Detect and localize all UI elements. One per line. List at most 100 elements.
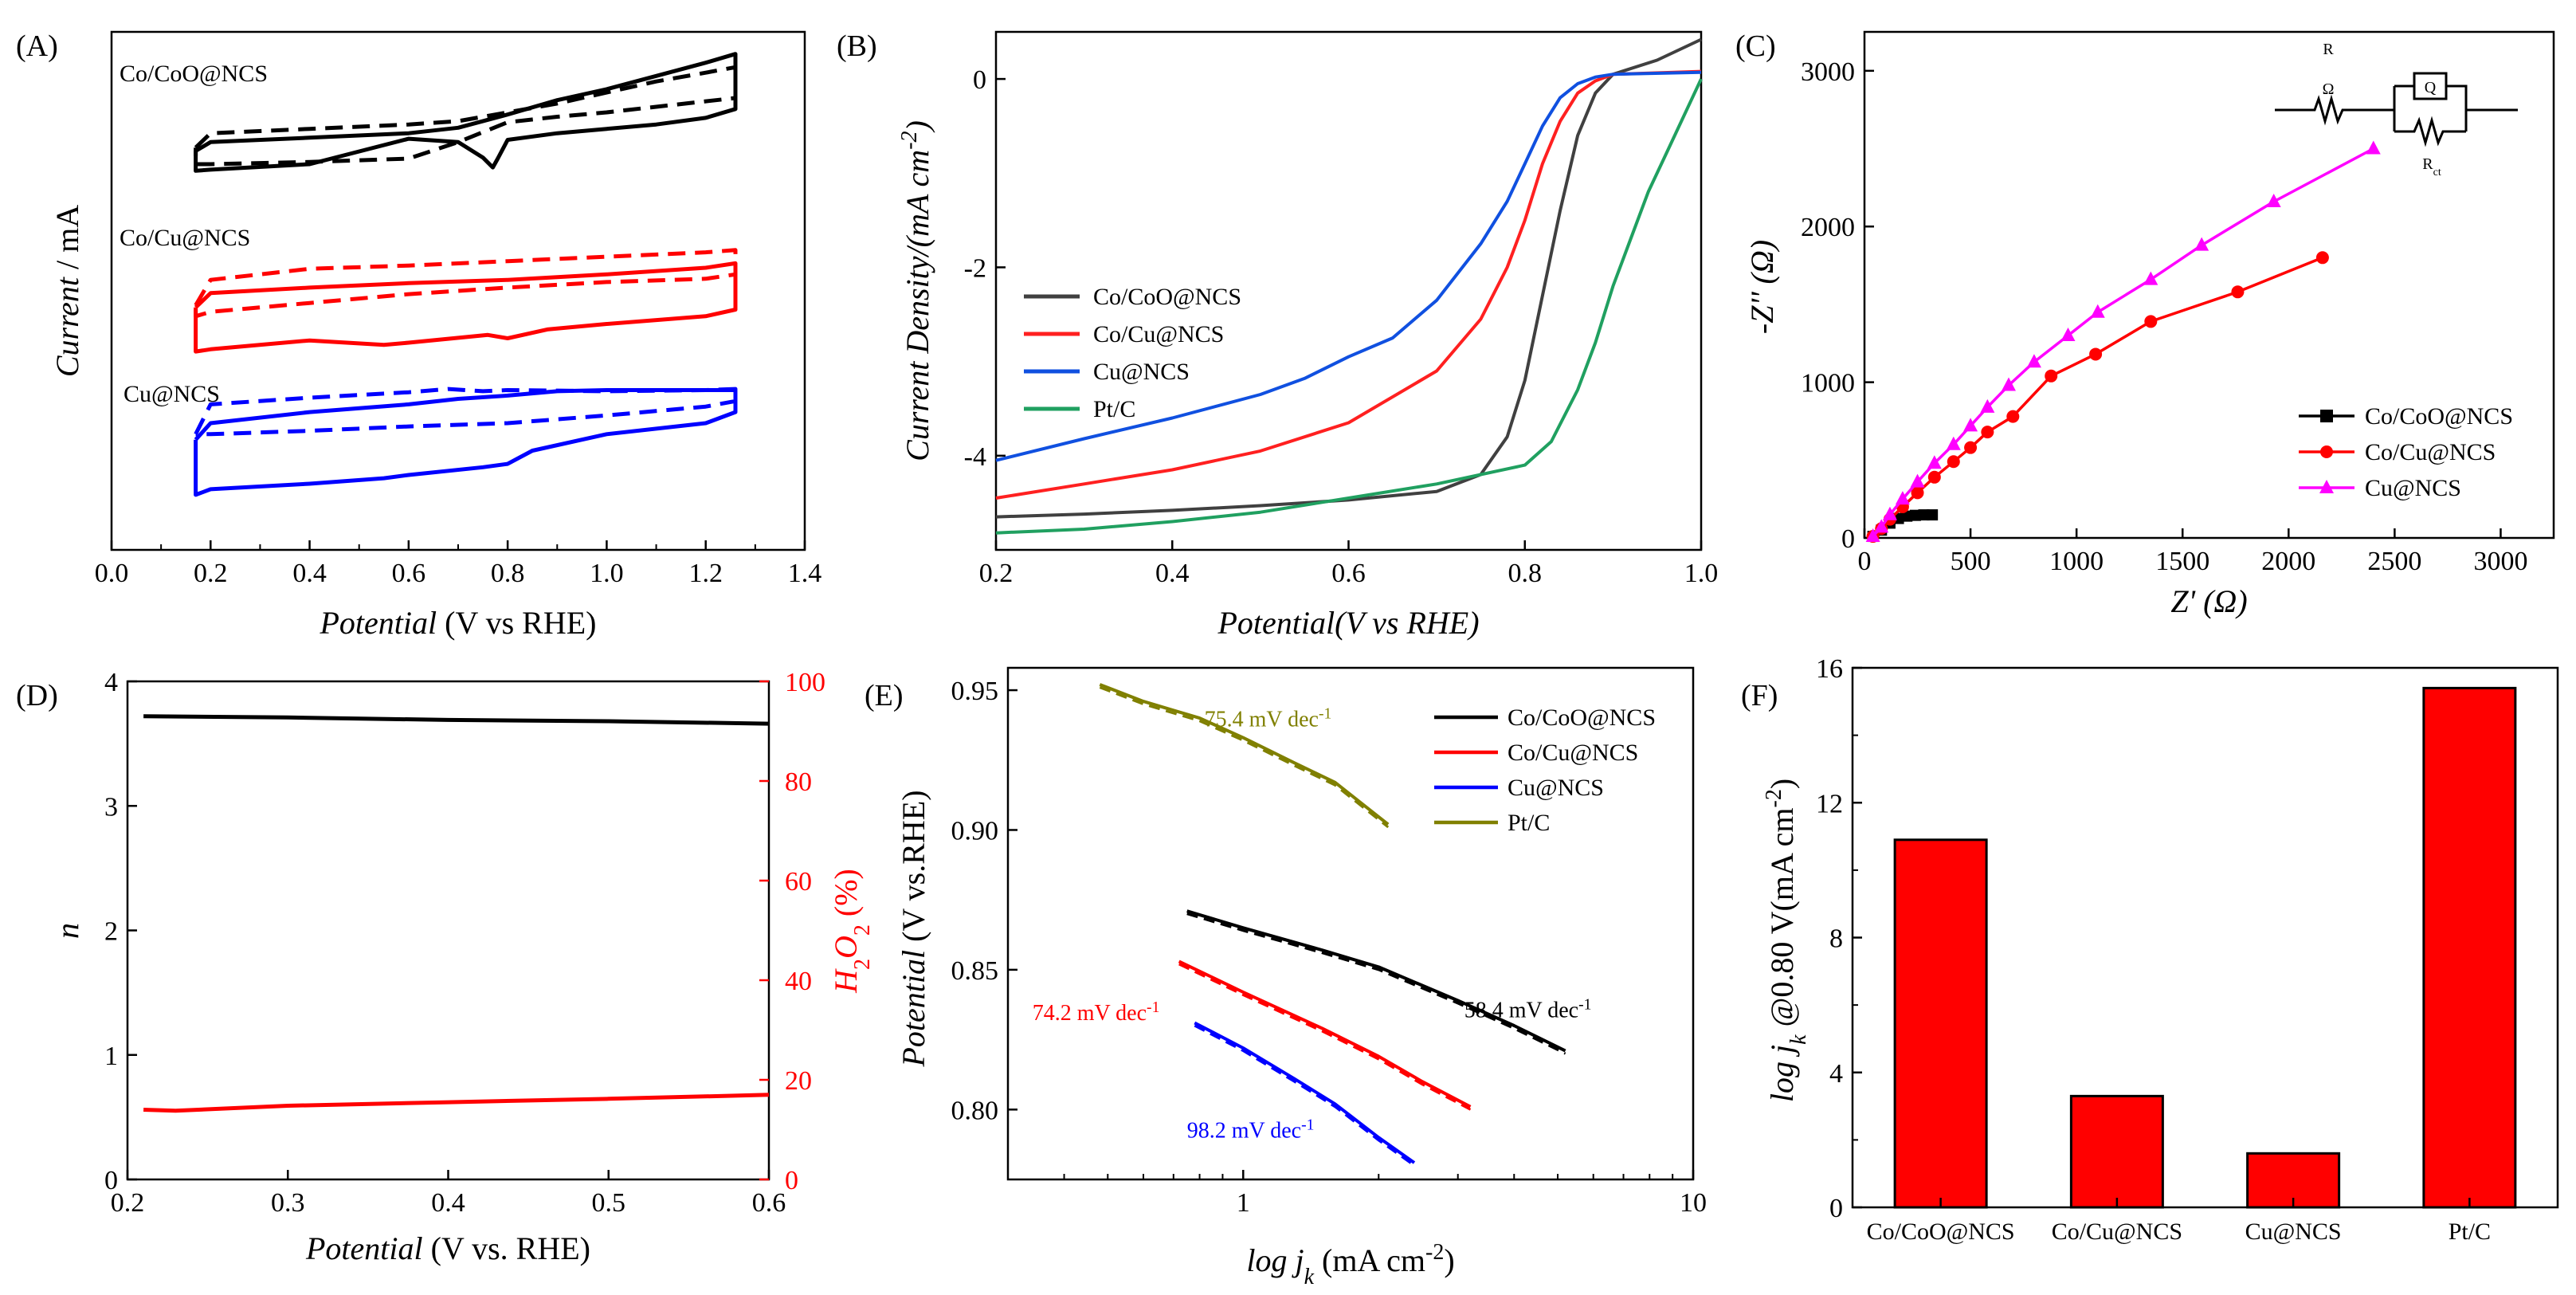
panel-c-circuit-r-sub: Ω	[2323, 80, 2335, 98]
panel-f-category-label: Co/CoO@NCS	[1867, 1218, 2015, 1245]
panel-d-ylabel: n	[49, 923, 85, 939]
panel-c-point	[1927, 455, 1942, 469]
panel-b-ylabel: Current Density/(mA cm-2)	[897, 120, 936, 461]
panel-a-xtick-label: 0.2	[194, 559, 228, 588]
panel-e-xtick-label: 1	[1237, 1188, 1250, 1218]
panel-a-xtick-label: 0.6	[392, 559, 426, 588]
panel-c-circuit-q-box	[2413, 72, 2448, 100]
panel-c-point	[1927, 470, 1941, 484]
panel-c-point	[1964, 441, 1978, 454]
panel-c-circuit-q-label: Q	[2425, 79, 2437, 96]
panel-f-ytick-label: 8	[1829, 924, 1843, 954]
panel-a-curve-label-cocu: Co/Cu@NCS	[120, 225, 250, 251]
panel-c-point	[2266, 193, 2281, 207]
panel-c-legend-marker	[2319, 480, 2334, 493]
panel-c-point	[1927, 509, 1939, 521]
panel-b-series-3	[995, 78, 1703, 535]
panel-b-series-2	[995, 70, 1702, 462]
panel-e-slope-annotation: 98.2 mV dec-1	[1187, 1116, 1315, 1144]
panel-c-xtick-label: 500	[1951, 547, 1991, 576]
panel-c-circuit-r-label: R	[2323, 41, 2334, 58]
panel-c-ytick-label: 2000	[1801, 213, 1855, 242]
panel-e-legend-label: Cu@NCS	[1508, 775, 1604, 801]
panel-f-label: (F)	[1741, 679, 1778, 712]
panel-c-series-line-1	[1872, 256, 2323, 538]
panel-f-bar	[2069, 1094, 2164, 1209]
panel-a-series-5	[194, 388, 738, 497]
panel-e-label: (E)	[865, 679, 904, 712]
panel-c-point	[2001, 377, 2016, 391]
panel-c-ylabel: -Z'' (Ω)	[1744, 240, 1780, 334]
panel-e-legend-label: Pt/C	[1508, 810, 1550, 836]
panel-c-point	[1918, 509, 1930, 521]
panel-d-ytick-label: 3	[104, 792, 118, 822]
panel-c-ytick-label: 1000	[1801, 369, 1855, 398]
panel-d-y2label: H2O2 (%)	[828, 869, 875, 994]
panel-c-point	[2060, 328, 2076, 341]
panel-c-point	[1909, 509, 1921, 521]
panel-f-ytick-label: 0	[1829, 1194, 1843, 1223]
panel-c-point	[1946, 436, 1961, 450]
panel-f-bar	[1893, 838, 1988, 1209]
panel-c-point	[1882, 506, 1897, 520]
panel-e-ylabel: Potential (V vs.RHE)	[896, 790, 931, 1067]
panel-e-ytick-label: 0.90	[951, 816, 999, 846]
panel-a-xtick-label: 1.2	[688, 559, 723, 588]
panel-e-slope-annotation: 58.4 mV dec-1	[1464, 996, 1592, 1023]
panel-a-series-0	[194, 65, 738, 167]
panel-e-ytick-label: 0.80	[951, 1096, 999, 1125]
panel-c-legend-label: Co/Cu@NCS	[2365, 439, 2496, 465]
panel-c-legend-marker	[2320, 410, 2333, 422]
panel-f-ytick-label: 16	[1816, 654, 1843, 684]
panel-f-ylabel: log jk @0.80 V(mA cm-2)	[1762, 779, 1811, 1102]
panel-c-point	[2006, 410, 2020, 423]
panel-c-xtick-label: 3000	[2473, 547, 2527, 576]
panel-f-ytick-label: 4	[1829, 1059, 1843, 1089]
panel-c-xlabel: Z' (Ω)	[2170, 583, 2247, 619]
panel-f-category-label: Cu@NCS	[2245, 1218, 2342, 1245]
panel-b-xtick-label: 0.4	[1155, 559, 1190, 588]
panel-c-ytick-label: 3000	[1801, 57, 1855, 87]
panel-f-category-label: Pt/C	[2449, 1218, 2491, 1245]
panel-c-point	[1911, 486, 1924, 500]
panel-d-ytick-label: 2	[104, 917, 118, 947]
panel-d-xtick-label: 0.2	[111, 1188, 145, 1218]
panel-b-xtick-label: 0.8	[1508, 559, 1543, 588]
panel-c-xtick-label: 2500	[2367, 547, 2421, 576]
panel-d-y2tick-label: 20	[785, 1066, 812, 1096]
panel-c-series-line-2	[1872, 147, 2374, 538]
panel-e-ytick-label: 0.85	[951, 956, 999, 986]
panel-a-xlabel: Potential (V vs RHE)	[319, 605, 596, 641]
panel-b-xtick-label: 0.6	[1331, 559, 1366, 588]
panel-b-xlabel: Potential(V vs RHE)	[1217, 605, 1479, 641]
panel-c-circuit-wire	[2275, 94, 2394, 126]
panel-e-series-1	[1178, 959, 1472, 1109]
panel-e-ytick-label: 0.95	[951, 677, 999, 706]
panel-c-legend-label: Co/CoO@NCS	[2365, 403, 2513, 430]
panel-c-point	[1910, 473, 1925, 488]
panel-c-legend-label: Cu@NCS	[2365, 475, 2461, 501]
panel-c-point	[1874, 519, 1889, 533]
panel-b-xtick-label: 1.0	[1684, 559, 1719, 588]
panel-b-legend-label: Cu@NCS	[1093, 359, 1190, 385]
panel-c-circuit-rct	[2394, 116, 2466, 147]
panel-e-series-0	[1186, 909, 1566, 1053]
panel-e-slope-annotation: 75.4 mV dec-1	[1205, 705, 1332, 732]
panel-d-y2tick-label: 40	[785, 967, 812, 996]
panel-c-circuit-branch	[2393, 84, 2468, 131]
panel-d-ytick-label: 4	[104, 668, 118, 697]
panel-d-frame	[126, 680, 770, 1181]
panel-a-series-3	[194, 261, 738, 354]
panel-a-series-1	[194, 52, 738, 173]
panel-c-point	[1901, 510, 1913, 522]
panel-c-circuit	[2275, 72, 2518, 147]
panel-b-ytick-label: -4	[964, 442, 986, 472]
panel-c-point	[2194, 237, 2209, 251]
panel-d-y2tick-label: 0	[785, 1166, 798, 1195]
panel-b-xtick-label: 0.2	[979, 559, 1014, 588]
panel-c-label: (C)	[1735, 29, 1776, 63]
panel-c-point	[2045, 369, 2058, 383]
panel-f-category-label: Co/Cu@NCS	[2052, 1218, 2182, 1245]
panel-e-series-fit-3	[1099, 686, 1390, 829]
